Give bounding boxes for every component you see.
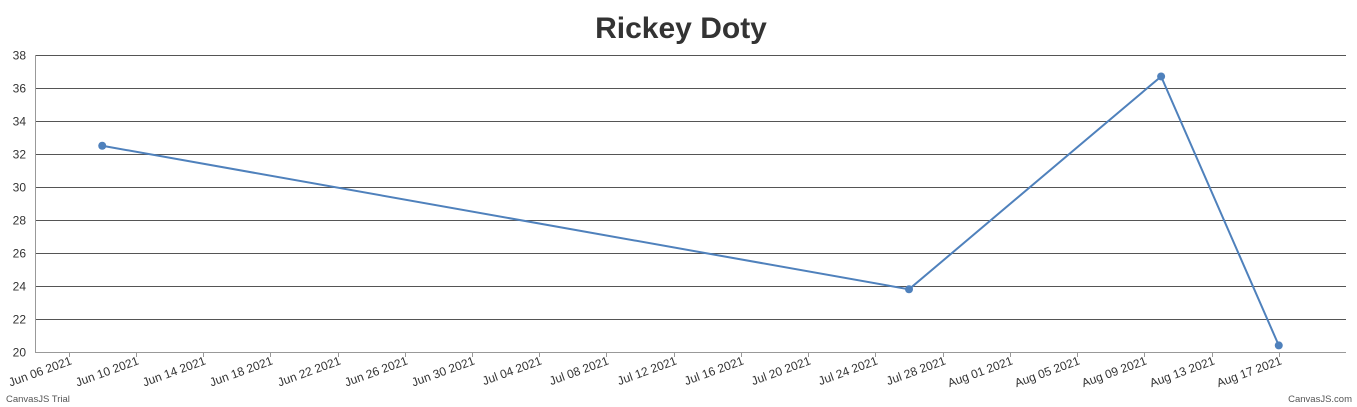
x-tick-label: Jul 20 2021: [749, 354, 812, 388]
x-tick-label: Jul 28 2021: [884, 354, 947, 388]
series-line: [102, 74, 1280, 346]
data-point[interactable]: [905, 285, 913, 294]
chart-title: Rickey Doty: [595, 12, 767, 45]
y-tick-label: 32: [13, 148, 27, 162]
x-tick-label: Jun 30 2021: [410, 354, 477, 390]
data-point[interactable]: [1274, 341, 1283, 350]
x-tick-label: Jun 18 2021: [208, 354, 275, 390]
y-tick-label: 34: [13, 115, 27, 129]
y-tick-label: 38: [13, 49, 27, 63]
x-tick-label: Jun 26 2021: [343, 354, 410, 390]
y-tick-label: 20: [13, 346, 27, 360]
data-series: [98, 72, 1283, 350]
y-tick-label: 24: [13, 280, 27, 294]
data-point[interactable]: [1157, 72, 1166, 81]
data-point[interactable]: [98, 141, 107, 150]
credit-right[interactable]: CanvasJS.com: [1288, 394, 1352, 405]
x-tick-label: Jun 14 2021: [141, 354, 208, 390]
y-tick-label: 30: [13, 181, 27, 195]
x-tick-label: Jun 22 2021: [276, 354, 343, 390]
grid-lines: [35, 55, 1346, 353]
x-tick-label: Jul 08 2021: [547, 354, 610, 388]
x-tick-label: Aug 05 2021: [1013, 354, 1082, 391]
x-tick-label: Aug 17 2021: [1215, 354, 1284, 391]
x-tick-label: Jun 10 2021: [74, 354, 141, 390]
credit-left[interactable]: CanvasJS Trial: [6, 394, 70, 405]
x-tick-label: Jul 12 2021: [615, 354, 678, 388]
x-tick-label: Jul 24 2021: [816, 354, 879, 388]
y-tick-label: 36: [13, 82, 27, 96]
y-tick-label: 28: [13, 214, 27, 228]
x-tick-label: Aug 13 2021: [1148, 354, 1217, 391]
x-tick-label: Jul 16 2021: [682, 354, 745, 388]
x-tick-label: Aug 09 2021: [1080, 354, 1149, 391]
y-tick-label: 22: [13, 313, 27, 327]
y-axis: 20 22 24 26 28 30 32 34 36 38: [13, 49, 36, 360]
x-tick-label: Aug 01 2021: [946, 354, 1015, 391]
y-tick-label: 26: [13, 247, 27, 261]
x-axis: Jun 06 2021 Jun 10 2021 Jun 14 2021 Jun 18 …: [7, 352, 1346, 390]
x-tick-label: Jul 04 2021: [480, 354, 543, 388]
